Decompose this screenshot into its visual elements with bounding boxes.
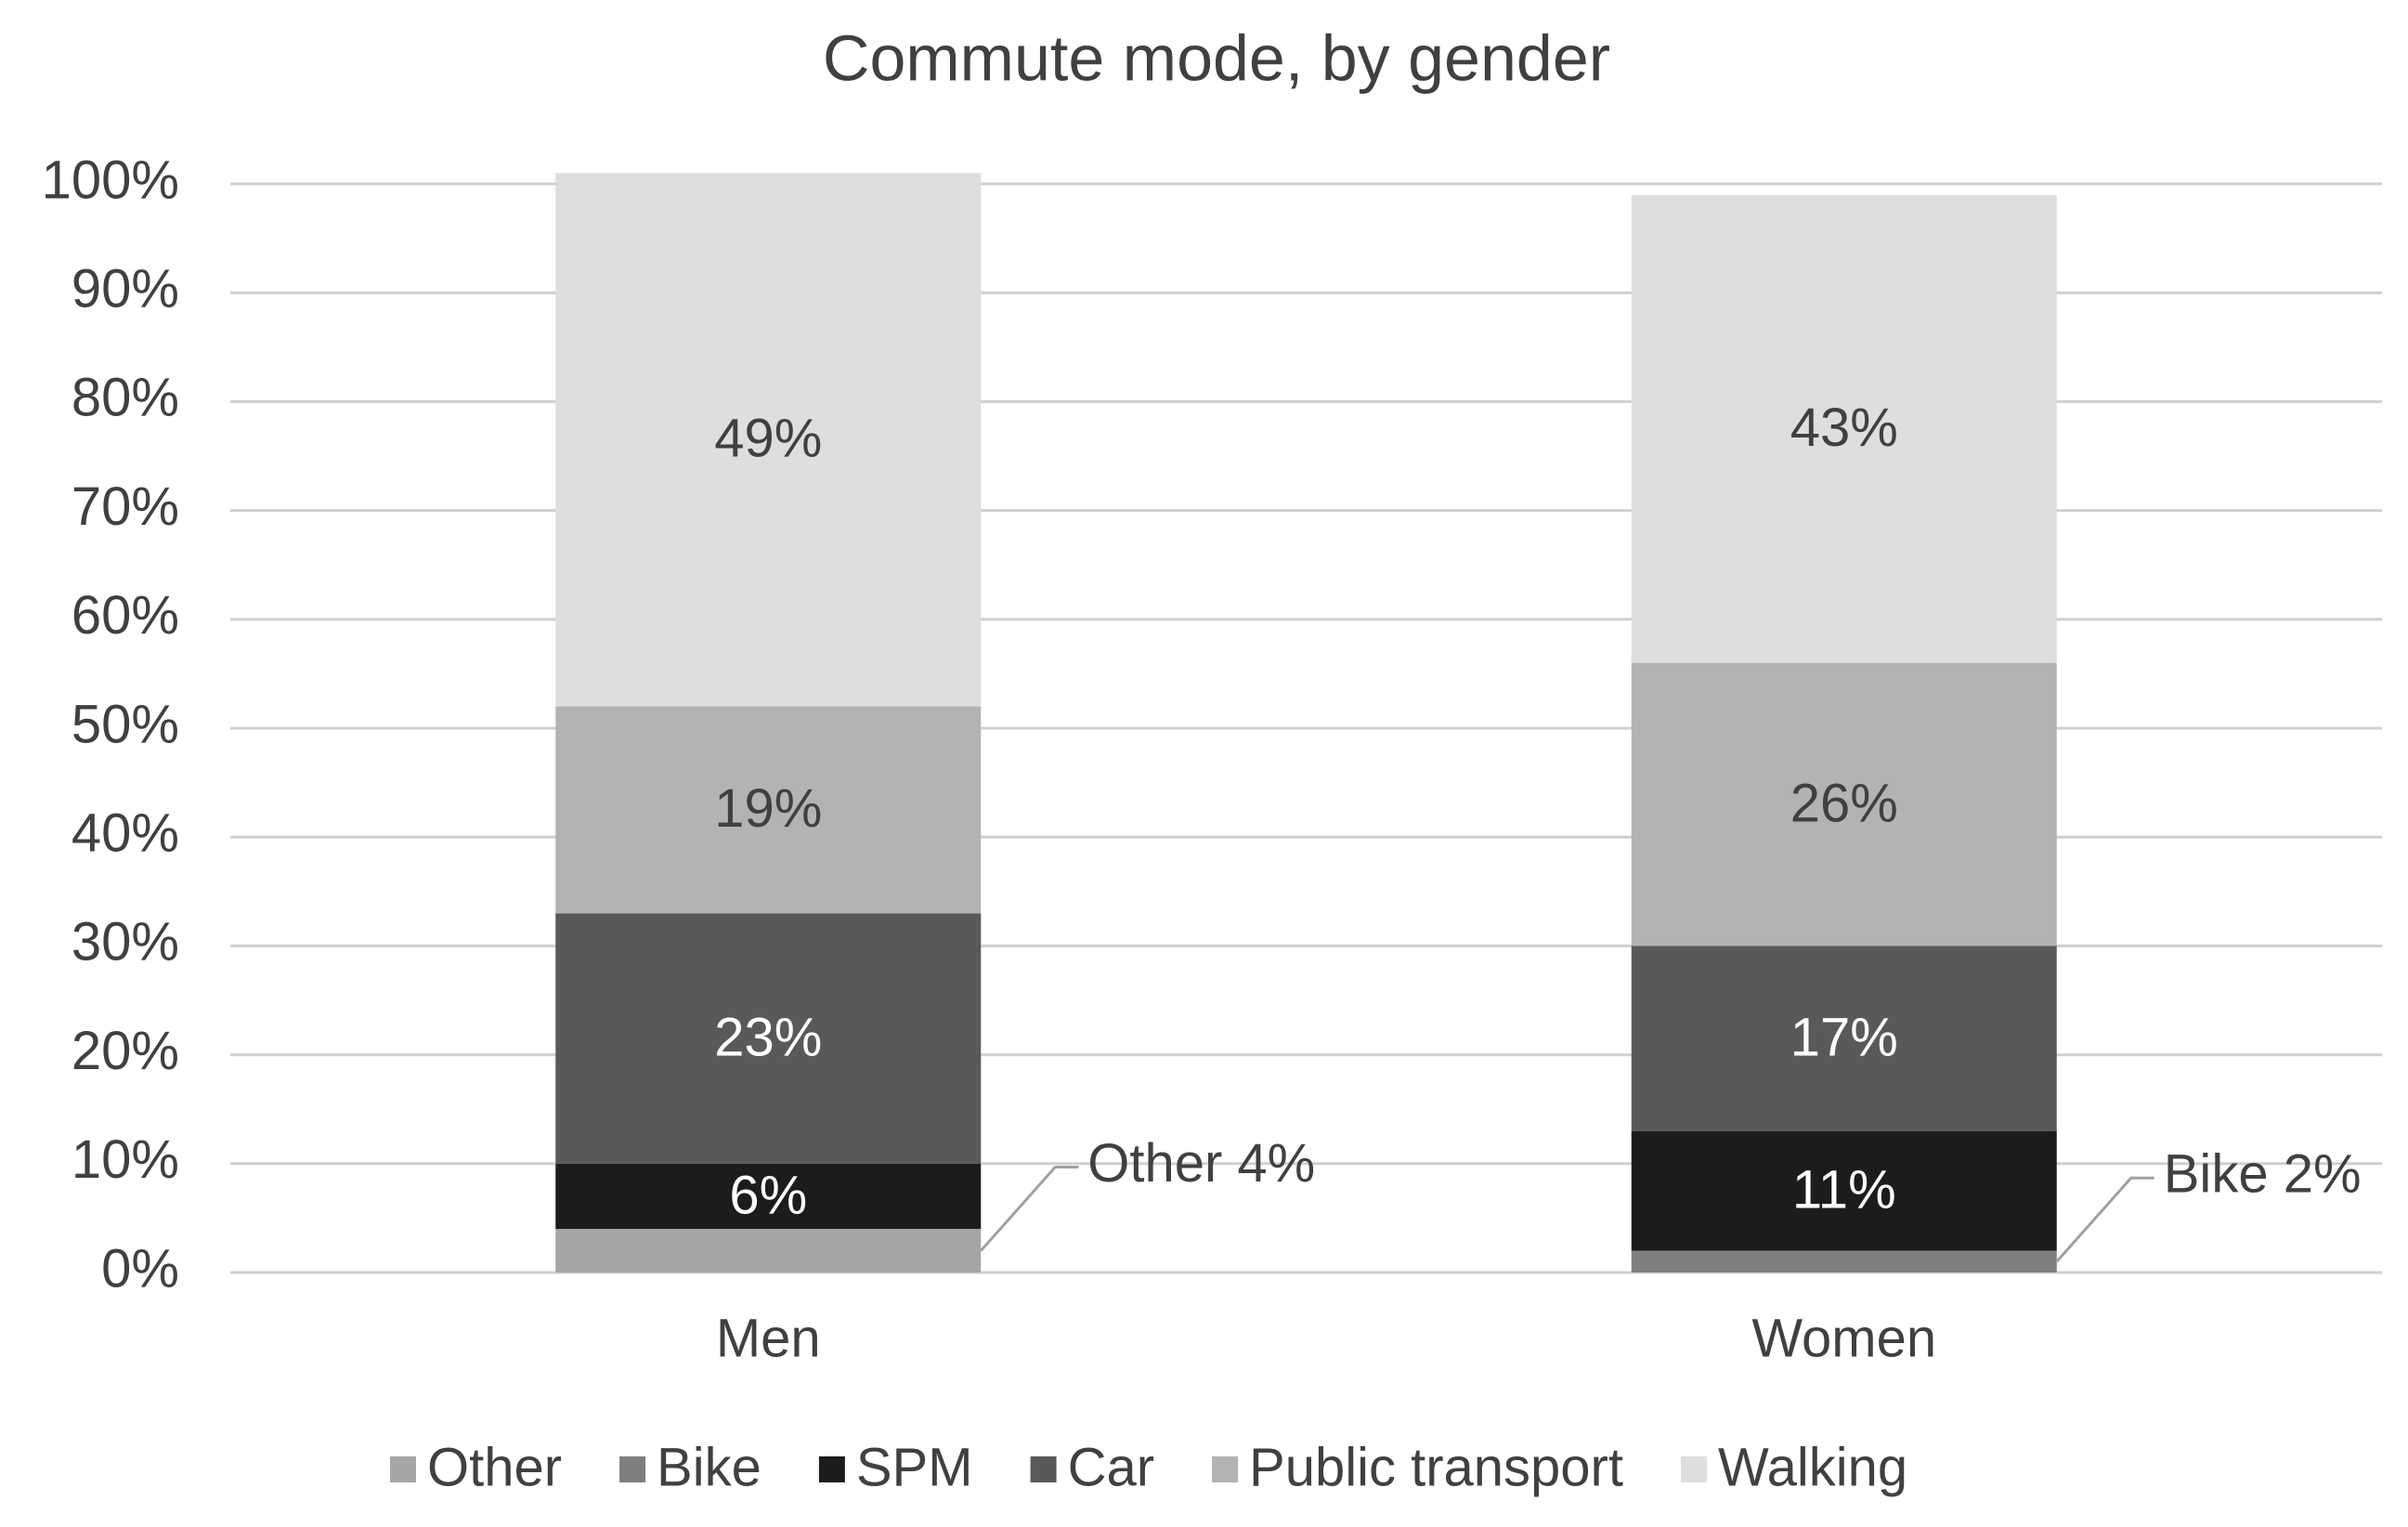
- data-label: 17%: [1790, 1007, 1898, 1067]
- chart-title: Commute mode, by gender: [823, 21, 1610, 94]
- bar-segment: [555, 173, 982, 707]
- legend-swatch: [390, 1456, 416, 1482]
- y-tick-label: 80%: [72, 368, 179, 428]
- y-tick-label: 70%: [72, 476, 179, 537]
- legend-swatch: [1680, 1456, 1707, 1482]
- data-label: 26%: [1790, 773, 1898, 833]
- y-tick-label: 50%: [72, 694, 179, 754]
- y-tick-label: 30%: [72, 912, 179, 972]
- bar-segment: [555, 706, 982, 914]
- legend-label: Car: [1068, 1437, 1154, 1497]
- legend-swatch: [619, 1456, 646, 1482]
- leader-line: [980, 1166, 1079, 1252]
- data-label: 49%: [714, 409, 822, 469]
- bar-segment: [555, 913, 982, 1164]
- bar-segment: [555, 1229, 982, 1272]
- data-label: 19%: [714, 778, 822, 839]
- y-tick-label: 10%: [72, 1129, 179, 1190]
- legend-label: Walking: [1718, 1437, 1907, 1497]
- data-label: 11%: [1792, 1159, 1896, 1220]
- leader-line: [2055, 1176, 2154, 1263]
- data-label: 6%: [729, 1165, 807, 1225]
- y-tick-label: 20%: [72, 1021, 179, 1081]
- y-tick-label: 40%: [72, 803, 179, 864]
- legend-swatch: [1212, 1456, 1239, 1482]
- y-tick-label: 60%: [72, 585, 179, 646]
- bar-segment: [1631, 1250, 2057, 1272]
- legend-label: Other: [427, 1437, 562, 1497]
- data-label: Other 4%: [1087, 1133, 1315, 1194]
- data-label: Bike 2%: [2164, 1144, 2362, 1205]
- bar-segment: [1631, 1130, 2057, 1251]
- bar-segment: [1631, 662, 2057, 946]
- legend-label: Public transport: [1249, 1437, 1623, 1497]
- y-tick-label: 100%: [42, 150, 179, 210]
- bar-segment: [555, 1163, 982, 1230]
- y-tick-label: 90%: [72, 259, 179, 320]
- x-tick-label: Men: [716, 1308, 821, 1368]
- bar-segment: [1631, 194, 2057, 663]
- data-label: 23%: [714, 1007, 822, 1067]
- data-label: 43%: [1790, 398, 1898, 458]
- legend-swatch: [1030, 1456, 1057, 1482]
- x-tick-label: Women: [1751, 1308, 1936, 1368]
- legend-label: Bike: [657, 1437, 761, 1497]
- bar-segment: [1631, 946, 2057, 1131]
- legend-label: SPM: [856, 1437, 973, 1497]
- y-tick-label: 0%: [101, 1238, 179, 1299]
- legend-swatch: [818, 1456, 845, 1482]
